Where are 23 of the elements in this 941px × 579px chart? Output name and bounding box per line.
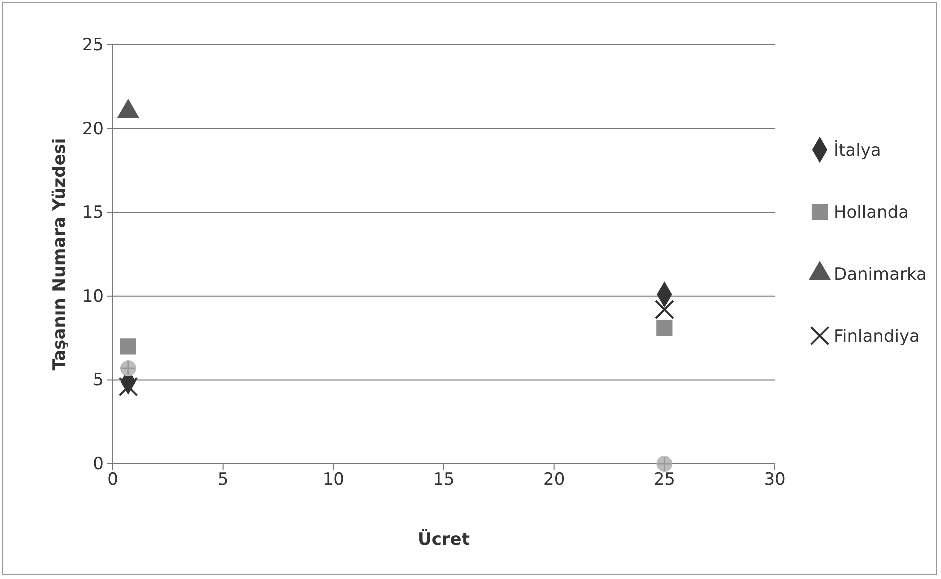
y-tick-label: 10 xyxy=(82,286,104,307)
point xyxy=(656,320,673,336)
y-tick-label: 25 xyxy=(82,35,104,56)
legend-label: İtalya xyxy=(834,140,882,161)
x-tick-label: 0 xyxy=(108,470,118,490)
x-tick-label: 10 xyxy=(322,470,344,490)
x-tick-label: 15 xyxy=(433,470,455,490)
y-tick-label: 20 xyxy=(82,119,104,140)
legend-label: Danimarka xyxy=(834,265,927,285)
y-tick-label: 5 xyxy=(93,370,104,391)
y-tick-label: 0 xyxy=(93,454,104,474)
x-tick-label: 5 xyxy=(218,470,229,490)
y-axis-title: Taşanın Numara Yüzdesi xyxy=(50,138,70,371)
point xyxy=(654,300,674,320)
x-tick-label: 20 xyxy=(544,470,566,490)
point xyxy=(118,377,138,397)
y-tick-label: 15 xyxy=(82,203,104,224)
legend-label: Hollanda xyxy=(834,203,910,223)
x-tick-label: 30 xyxy=(764,470,786,490)
x-axis-title: Ücret xyxy=(418,529,470,550)
legend-label: Finlandiya xyxy=(834,327,920,347)
x-tick-label: 25 xyxy=(654,470,676,490)
point xyxy=(120,338,137,355)
